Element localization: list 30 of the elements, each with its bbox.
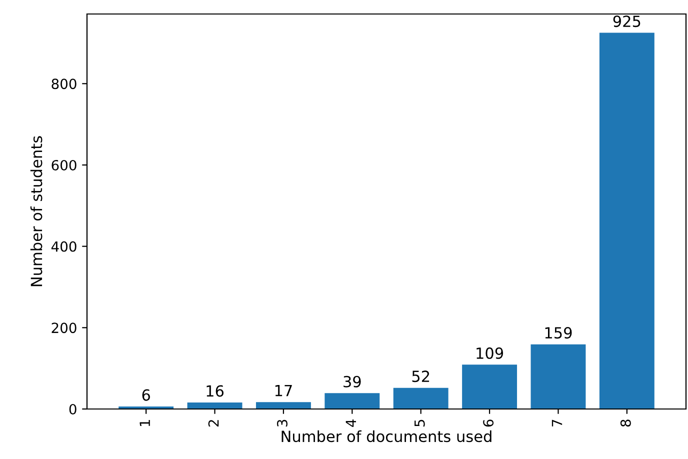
bar [187,402,242,409]
data-label: 17 [275,384,292,396]
data-label: 925 [613,16,640,28]
data-label: 16 [206,385,224,397]
x-tick-label: 5 [414,420,425,426]
x-tick-label: 4 [346,420,356,427]
x-tick-label: 8 [620,420,631,427]
x-tick-label: 1 [140,420,150,426]
data-label: 159 [545,327,572,339]
x-axis-title: Number of documents used [282,430,492,442]
data-label: 6 [142,389,150,401]
y-tick-label: 0 [69,404,76,414]
bar [256,402,311,409]
bar [599,32,654,409]
bar [393,388,448,409]
y-tick-label: 400 [51,241,76,252]
y-axis-title: Number of students [30,136,42,286]
x-tick-label: 2 [208,420,219,427]
x-tick-label: 3 [276,420,288,426]
x-tick-label: 7 [552,420,562,426]
y-tick-label: 200 [52,322,76,334]
data-label: 109 [476,347,504,359]
y-tick-label: 800 [52,78,76,90]
data-label: 52 [412,370,430,382]
y-tick-label: 600 [52,160,76,170]
x-tick-label: 6 [483,420,494,427]
bar [324,393,380,409]
bar [462,364,518,409]
bar [530,344,586,409]
data-label: 39 [344,376,361,388]
